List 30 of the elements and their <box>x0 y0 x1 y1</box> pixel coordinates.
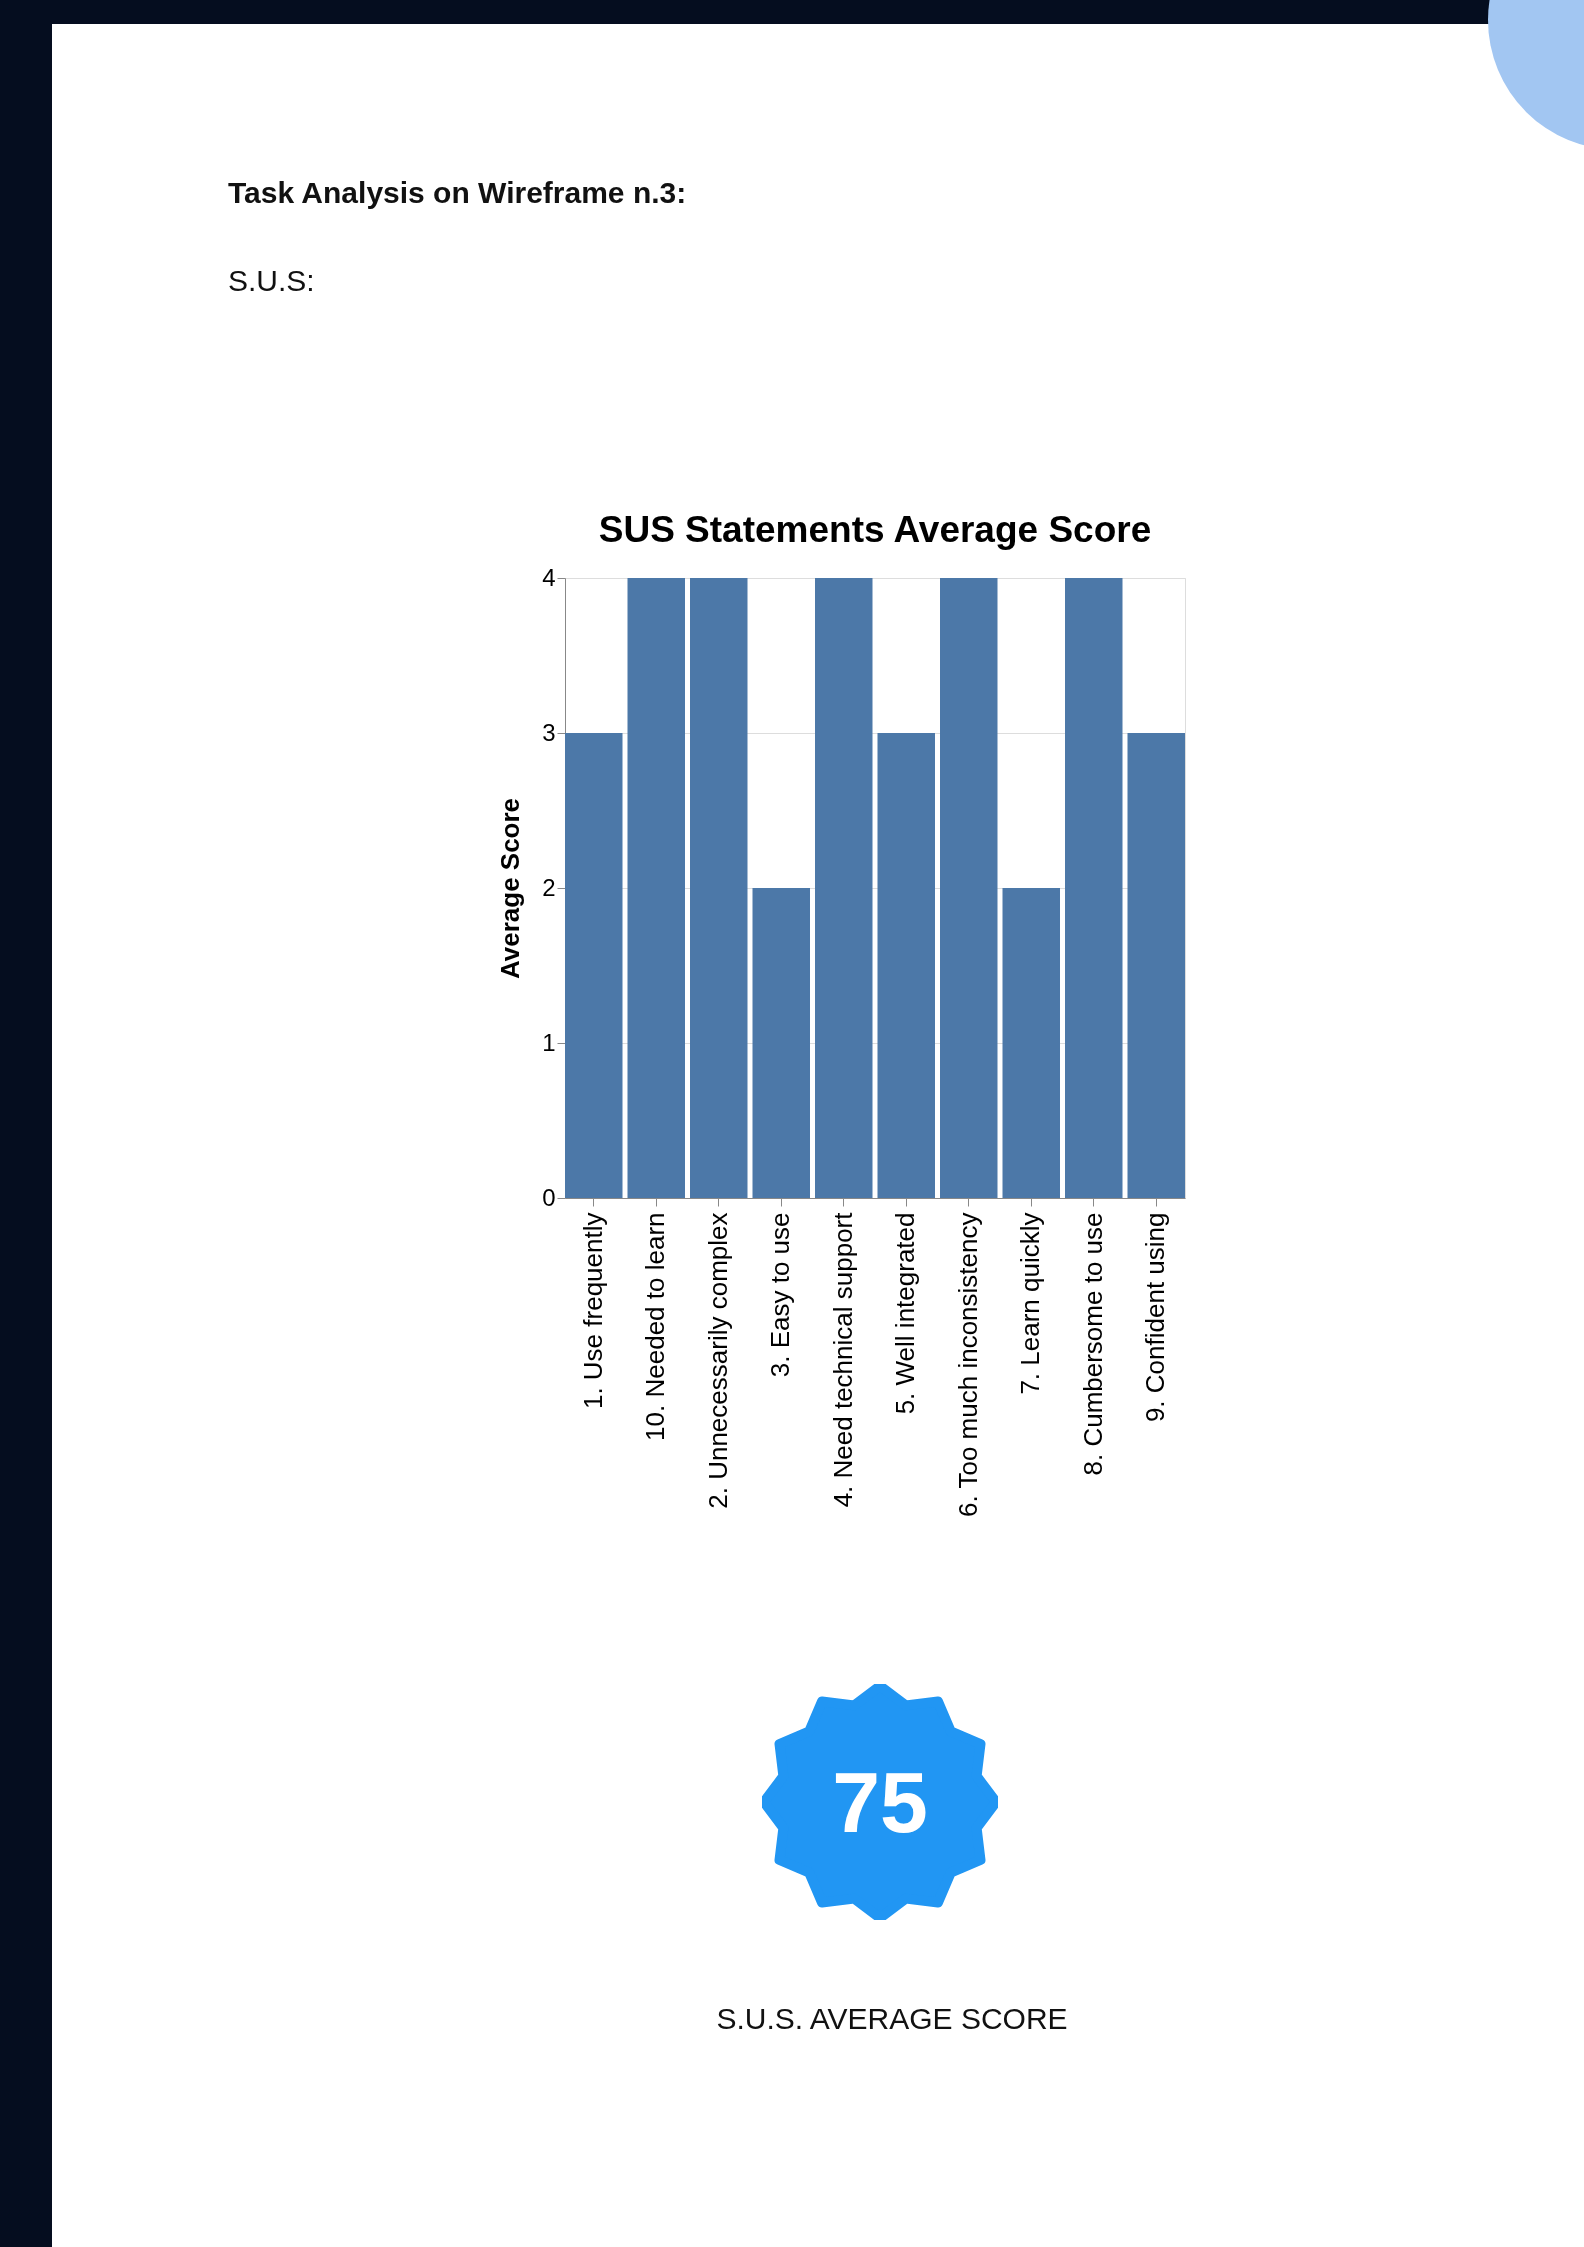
bar <box>752 888 810 1198</box>
x-tick-label: 8. Cumbersome to use <box>1077 1212 1108 1476</box>
bar <box>877 733 935 1198</box>
y-tick-label: 4 <box>542 563 556 591</box>
y-tick-label: 3 <box>542 718 556 746</box>
bar <box>690 578 748 1198</box>
bar <box>1002 888 1060 1198</box>
x-tick-label: 10. Needed to learn <box>640 1212 671 1441</box>
text: S.U.S: <box>228 264 315 298</box>
bar <box>1127 733 1185 1198</box>
bar <box>815 578 873 1198</box>
y-tick-label: 1 <box>542 1028 556 1056</box>
bar <box>940 578 998 1198</box>
y-tick-label: 0 <box>542 1183 556 1211</box>
x-tick-label: 4. Need technical support <box>827 1211 858 1508</box>
y-axis-title: Average Score <box>495 797 526 980</box>
x-tick-label: 6. Too much inconsistency <box>952 1212 983 1517</box>
x-tick-label: 7. Learn quickly <box>1015 1212 1046 1395</box>
bar <box>1065 578 1123 1198</box>
bar <box>565 733 623 1198</box>
x-tick-label: 1. Use frequently <box>577 1212 608 1410</box>
x-tick-label: 9. Confident using <box>1140 1212 1171 1423</box>
chart-title: SUS Statements Average Score <box>598 509 1152 550</box>
bar <box>627 578 685 1198</box>
x-tick-label: 5. Well integrated <box>890 1212 921 1415</box>
x-tick-label: 3. Easy to use <box>765 1212 796 1378</box>
text: Task Analysis on Wireframe n.3: <box>228 176 687 210</box>
text: S.U.S. AVERAGE SCORE <box>715 2002 1069 2036</box>
y-tick-label: 2 <box>542 873 556 901</box>
x-tick-label: 2. Unnecessarily complex <box>702 1212 733 1509</box>
